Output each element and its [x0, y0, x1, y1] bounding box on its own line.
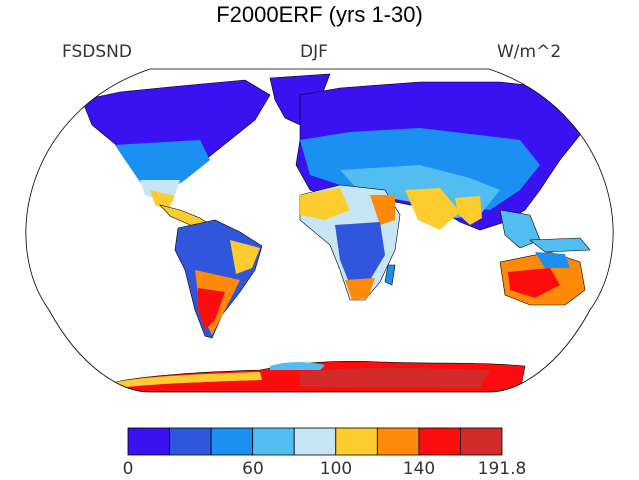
- colorbar-swatch: [293, 427, 337, 456]
- sahara-east: [370, 195, 395, 225]
- se-asia: [499, 209, 541, 249]
- colorbar-swatch: [169, 427, 212, 456]
- colorbar-tick-label: 140: [402, 459, 436, 479]
- antarctica-rim: [270, 362, 325, 370]
- colorbar-tick-label: 0: [122, 459, 134, 479]
- australia-north: [535, 252, 570, 268]
- colorbar-swatch: [252, 427, 295, 456]
- colorbar-swatch: [127, 427, 170, 456]
- map-title: F2000ERF (yrs 1-30): [216, 2, 423, 27]
- arabia: [405, 188, 460, 230]
- indonesia: [529, 237, 591, 253]
- india: [455, 196, 482, 225]
- units-label: W/m^2: [497, 42, 562, 62]
- sahara-west: [300, 188, 350, 220]
- na-mid: [115, 140, 210, 196]
- central-africa: [335, 222, 385, 285]
- colorbar: [127, 427, 503, 456]
- colorbar-swatch: [335, 427, 378, 456]
- sa-east: [230, 240, 260, 274]
- globe-outline: [25, 68, 614, 393]
- variable-label: FSDSND: [62, 42, 132, 62]
- na-lower: [150, 190, 175, 210]
- colorbar-tick-label: 191.8: [477, 459, 527, 479]
- colorbar-swatch: [418, 427, 461, 456]
- colorbar-tick-label: 60: [242, 459, 264, 479]
- madagascar: [384, 264, 396, 286]
- colorbar-swatch: [376, 427, 420, 456]
- antarctica-edge: [115, 372, 262, 388]
- colorbar-swatch: [210, 427, 254, 456]
- new-zealand: [592, 301, 607, 331]
- season-label: DJF: [300, 42, 328, 62]
- australia-red: [508, 268, 560, 298]
- southern-africa: [345, 278, 375, 300]
- sa-tip: [198, 288, 225, 330]
- colorbar-tick-label: 100: [319, 459, 353, 479]
- colorbar-swatch: [460, 427, 503, 456]
- antarctica-core: [300, 368, 490, 388]
